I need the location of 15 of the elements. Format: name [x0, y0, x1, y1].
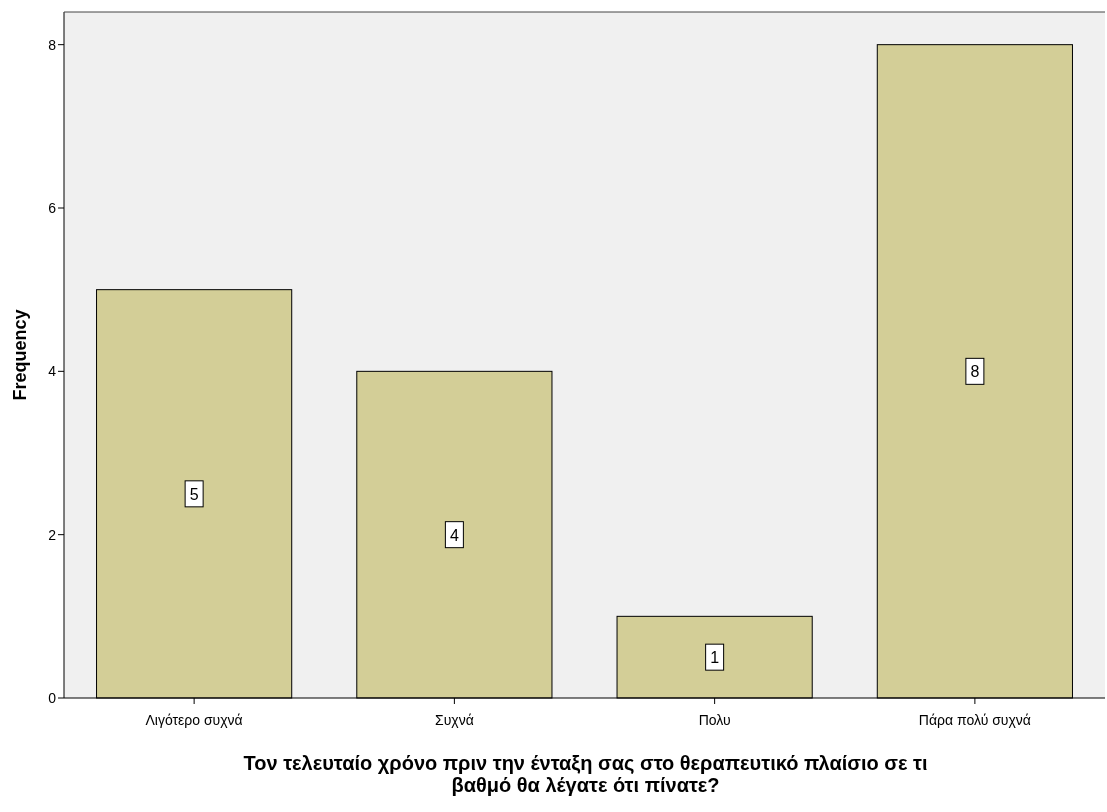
x-tick-label: Λιγότερο συχνά	[145, 712, 243, 728]
x-tick-label: Συχνά	[434, 712, 474, 728]
y-tick-label: 6	[48, 200, 57, 216]
y-tick-label: 8	[48, 36, 57, 53]
data-label: 1	[710, 649, 720, 667]
y-tick-label: 0	[48, 690, 57, 706]
y-tick-label: 2	[48, 526, 57, 543]
data-label: 8	[970, 363, 980, 381]
x-tick-label: Πολυ	[698, 712, 731, 728]
x-axis-title: Τον τελευταίο χρόνο πριν την ένταξη σας στο θεραπευτικό πλαίσιο σε τι βαθμό θα λέγατε ότι πίνατε?	[243, 752, 928, 796]
data-label: 5	[189, 485, 199, 503]
y-axis-title: Frequency	[10, 309, 30, 401]
data-label: 4	[449, 526, 459, 544]
y-tick-label: 4	[48, 363, 57, 380]
x-tick-label: Πάρα πολύ συχνά	[918, 712, 1031, 728]
